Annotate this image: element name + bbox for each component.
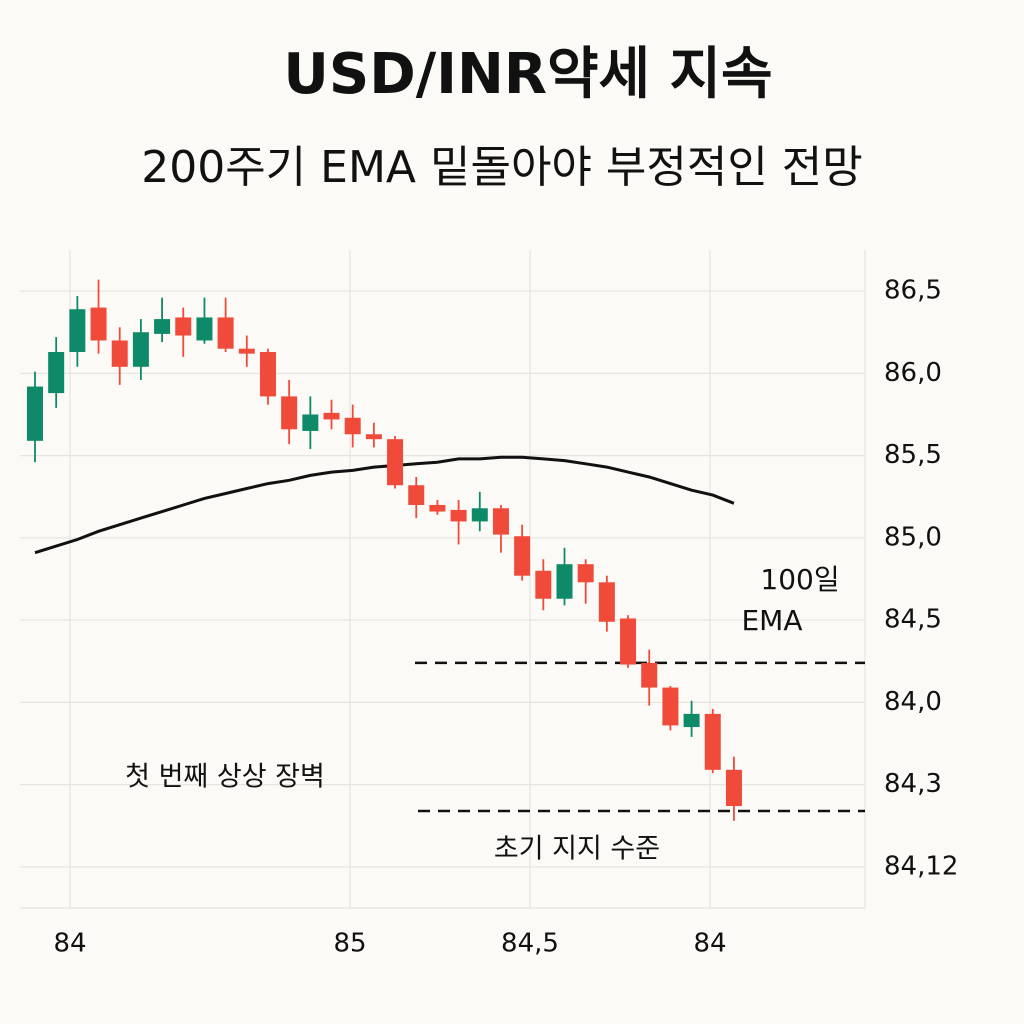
y-tick-label: 86,5 <box>884 276 942 306</box>
candle-body <box>175 317 192 336</box>
candle-body <box>471 508 488 522</box>
candle-body <box>302 414 319 431</box>
candle-body <box>132 332 149 367</box>
candle-body <box>514 536 531 576</box>
candle-body <box>281 396 298 430</box>
candle-body <box>48 351 65 394</box>
candle-body <box>238 348 255 354</box>
candle-body <box>27 386 43 441</box>
annotation: 100일 <box>760 563 839 596</box>
candle-body <box>259 351 276 397</box>
candle-body <box>450 509 467 522</box>
candle-body <box>492 508 509 535</box>
candle-body <box>429 504 446 512</box>
candle-body <box>535 570 552 599</box>
candle-body <box>662 687 679 726</box>
candle-body <box>365 434 382 440</box>
annotation: 첫 번째 상상 장벽 <box>125 762 325 793</box>
candle-body <box>323 412 340 420</box>
candle-body <box>387 439 404 486</box>
candle-body <box>196 317 213 341</box>
x-tick-label: 84,5 <box>501 929 559 959</box>
annotation: EMA <box>741 604 802 637</box>
candle-body <box>408 485 425 505</box>
y-tick-label: 85,0 <box>884 522 942 552</box>
candle-body <box>344 417 361 435</box>
candle-body <box>683 713 700 728</box>
candle-body <box>111 340 128 367</box>
annotation: 초기 지지 수준 <box>494 834 660 865</box>
y-tick-label: 85,5 <box>884 440 942 470</box>
y-tick-label: 86,0 <box>884 358 942 388</box>
chart-subtitle: 200주기 EMA 밑돌아야 부정적인 전망 <box>141 142 863 193</box>
candle-body <box>620 618 637 665</box>
x-tick-label: 84 <box>693 929 726 959</box>
candle-body <box>704 713 721 770</box>
y-tick-label: 84,12 <box>884 851 958 881</box>
candle-body <box>598 582 615 622</box>
candle-body <box>90 307 107 341</box>
candle-body <box>556 564 573 599</box>
y-tick-label: 84,5 <box>884 605 942 635</box>
x-tick-label: 84 <box>53 929 86 959</box>
y-tick-label: 84,0 <box>884 687 942 717</box>
ema-line <box>34 455 735 555</box>
y-tick-label: 84,3 <box>884 769 942 799</box>
chart-title: USD/INR약세 지속 <box>283 42 772 107</box>
candle-body <box>725 769 742 807</box>
x-tick-label: 85 <box>333 929 366 959</box>
candle-body <box>154 319 171 334</box>
candle-body <box>577 564 594 583</box>
candle-body <box>217 317 234 349</box>
candle-body <box>641 662 658 688</box>
candle-body <box>69 309 86 352</box>
